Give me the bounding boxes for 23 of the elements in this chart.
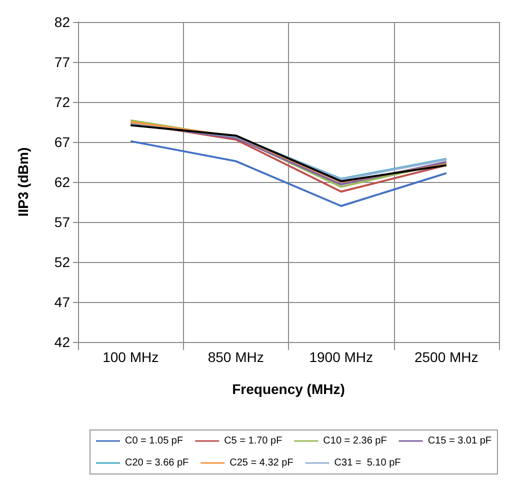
x-tick-label: 1900 MHz [309,349,374,365]
y-tick-label: 57 [54,214,70,230]
x-axis-title: Frequency (MHz) [232,381,345,397]
y-axis-title: IIP3 (dBm) [15,147,31,217]
legend-label: C25 = 4.32 pF [230,458,294,468]
y-tick-label: 47 [54,294,70,310]
legend-label: C31 = 5.10 pF [334,458,401,468]
y-tick-label: 67 [54,134,70,150]
legend-label: C0 = 1.05 pF [125,436,184,446]
x-tick-label: 2500 MHz [414,349,478,365]
y-tick-label: 52 [54,254,70,270]
legend-label: C20 = 3.66 pF [125,458,189,468]
y-tick-label: 77 [54,54,70,70]
y-tick-label: 82 [54,14,70,30]
y-tick-label: 72 [54,94,70,110]
legend-label: C15 = 3.01 pF [428,436,492,446]
y-tick-label: 62 [54,174,70,190]
y-tick-label: 42 [54,334,70,350]
legend-label: C5 = 1.70 pF [224,436,282,446]
line-series [130,140,448,207]
legend-label: C10 = 2.36 pF [323,436,387,446]
x-tick-label: 850 MHz [208,349,264,365]
x-tick-label: 100 MHz [102,349,159,365]
